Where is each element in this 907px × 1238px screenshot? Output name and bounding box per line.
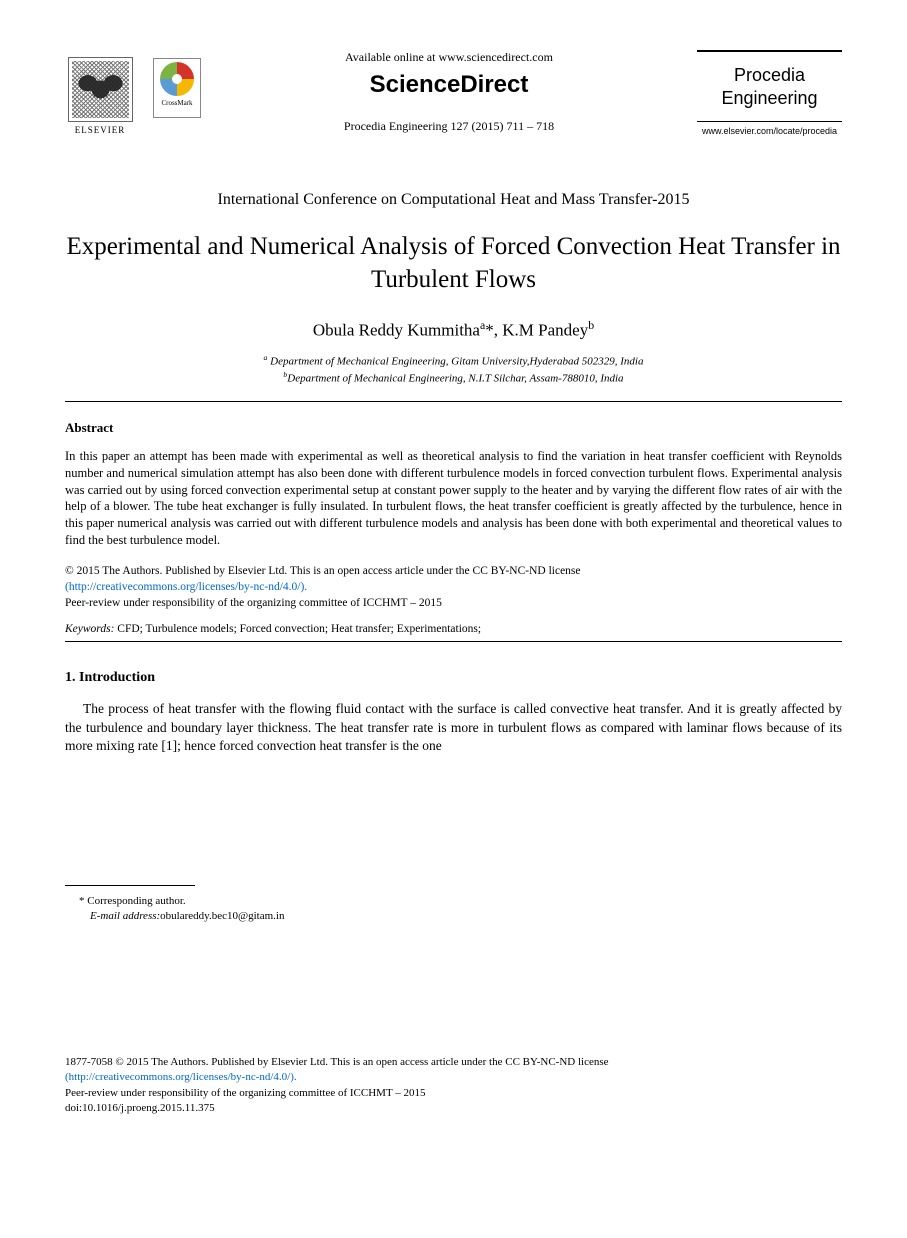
header-left: ELSEVIER CrossMark	[65, 50, 201, 135]
paper-title: Experimental and Numerical Analysis of F…	[65, 231, 842, 296]
sciencedirect-logo: ScienceDirect	[216, 71, 682, 99]
elsevier-logo: ELSEVIER	[65, 50, 135, 135]
page-header: ELSEVIER CrossMark Available online at w…	[65, 50, 842, 136]
abstract-heading: Abstract	[65, 420, 842, 436]
procedia-line2: Engineering	[697, 87, 842, 110]
elsevier-label: ELSEVIER	[75, 125, 126, 135]
corresponding-author-label: * Corresponding author.	[79, 894, 842, 909]
procedia-box: Procedia Engineering	[697, 50, 842, 122]
authors-list: Obula Reddy Kummithaa*, K.M Pandeyb	[65, 318, 842, 341]
divider-bottom	[65, 641, 842, 642]
page-footer: 1877-7058 © 2015 The Authors. Published …	[65, 1055, 842, 1117]
conference-name: International Conference on Computationa…	[65, 191, 842, 209]
affiliation-a: a Department of Mechanical Engineering, …	[65, 353, 842, 370]
intro-paragraph-1: The process of heat transfer with the fl…	[65, 700, 842, 755]
procedia-line1: Procedia	[697, 64, 842, 87]
footnote-separator	[65, 885, 195, 886]
crossmark-icon	[160, 62, 194, 96]
header-right: Procedia Engineering www.elsevier.com/lo…	[697, 50, 842, 136]
section-1-heading: 1. Introduction	[65, 670, 842, 686]
footer-license-link[interactable]: (http://creativecommons.org/licenses/by-…	[65, 1070, 842, 1085]
elsevier-tree-icon	[68, 57, 133, 122]
available-online-text: Available online at www.sciencedirect.co…	[216, 50, 682, 65]
keywords-text: CFD; Turbulence models; Forced convectio…	[114, 623, 481, 635]
crossmark-label: CrossMark	[161, 99, 192, 107]
keywords: Keywords: CFD; Turbulence models; Forced…	[65, 623, 842, 635]
affiliation-b: bDepartment of Mechanical Engineering, N…	[65, 370, 842, 387]
author-email: E-mail address:obulareddy.bec10@gitam.in	[79, 909, 842, 924]
footer-doi: doi:10.1016/j.proeng.2015.11.375	[65, 1101, 842, 1116]
peer-review-line: Peer-review under responsibility of the …	[65, 595, 842, 611]
copyright-line: © 2015 The Authors. Published by Elsevie…	[65, 563, 842, 579]
header-center: Available online at www.sciencedirect.co…	[201, 50, 697, 134]
elsevier-website-link[interactable]: www.elsevier.com/locate/procedia	[697, 126, 842, 136]
affiliations: a Department of Mechanical Engineering, …	[65, 353, 842, 387]
footer-peer-review: Peer-review under responsibility of the …	[65, 1086, 842, 1101]
footer-issn-line: 1877-7058 © 2015 The Authors. Published …	[65, 1055, 842, 1070]
journal-reference: Procedia Engineering 127 (2015) 711 – 71…	[216, 119, 682, 134]
copyright-block: © 2015 The Authors. Published by Elsevie…	[65, 563, 842, 611]
abstract-text: In this paper an attempt has been made w…	[65, 448, 842, 549]
divider-top	[65, 401, 842, 402]
crossmark-logo[interactable]: CrossMark	[153, 58, 201, 118]
keywords-label: Keywords:	[65, 623, 114, 635]
corresponding-author-footnote: * Corresponding author. E-mail address:o…	[79, 894, 842, 925]
license-link[interactable]: (http://creativecommons.org/licenses/by-…	[65, 579, 842, 595]
